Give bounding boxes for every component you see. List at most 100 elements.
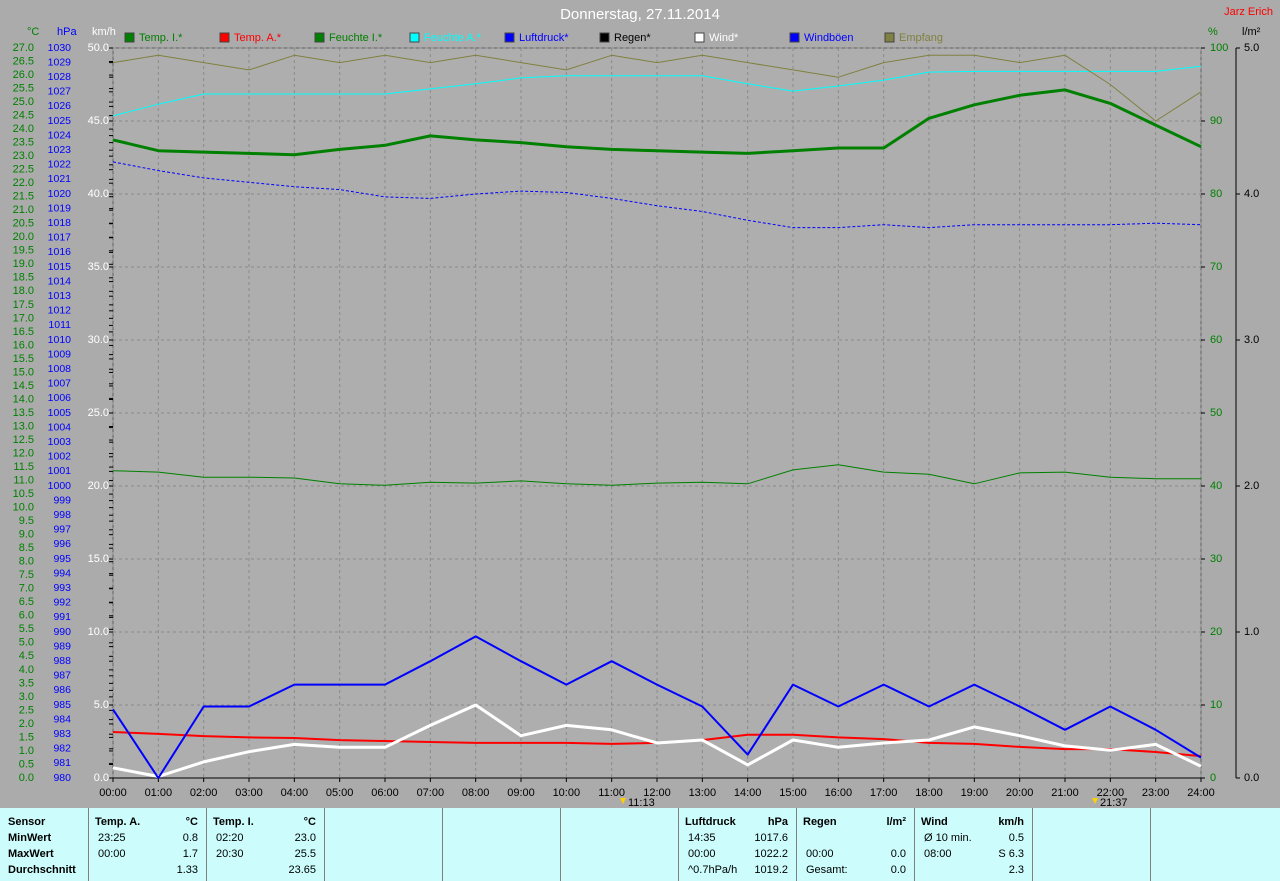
legend-label: Temp. I.* [139,32,183,44]
column-border [324,808,325,881]
cell-value: 1.33 [176,864,198,876]
y-tick-label: 982 [53,743,71,755]
column-border [1150,808,1151,881]
y-tick-label: 25.0 [88,407,109,419]
axis-unit: °C [27,26,39,38]
column-border [560,808,561,881]
cell-time: Ø 10 min. [924,832,972,844]
y-tick-label: 1012 [48,305,72,317]
legend-label: Regen* [614,32,651,44]
y-tick-label: 26.0 [13,69,34,81]
y-tick-label: 17.5 [13,299,34,311]
y-tick-label: 1011 [48,319,71,331]
x-tick-label: 14:00 [734,787,762,799]
y-tick-label: 11.0 [13,474,34,486]
y-tick-label: 45.0 [88,115,109,127]
y-tick-label: 30.0 [88,334,109,346]
x-tick-label: 17:00 [870,787,898,799]
column-border [88,808,89,881]
cell-time: 23:25 [98,832,126,844]
y-tick-label: 6.5 [19,596,34,608]
y-tick-label: 22.0 [13,177,34,189]
cell-time: 02:20 [216,832,244,844]
x-tick-label: 05:00 [326,787,354,799]
y-tick-label: 0 [1210,772,1216,784]
y-tick-label: 24.5 [13,109,34,121]
x-tick-label: 23:00 [1142,787,1170,799]
block-unit: °C [185,816,198,828]
y-tick-label: 1009 [48,348,72,360]
y-tick-label: 998 [53,509,71,521]
block-header: Temp. A. [95,816,141,828]
y-tick-label: 14.0 [13,393,34,405]
y-tick-label: 1028 [48,71,72,83]
y-tick-label: 994 [53,567,71,579]
x-tick-label: 24:00 [1187,787,1215,799]
block-unit: km/h [998,816,1024,828]
column-border [1032,808,1033,881]
y-tick-label: 25.5 [13,82,34,94]
legend-label: Windböen [804,32,854,44]
block-header: Luftdruck [685,816,736,828]
y-tick-label: 1007 [48,378,72,390]
y-tick-label: 999 [53,494,71,506]
y-tick-label: 10.0 [88,626,109,638]
series-line [112,88,1202,157]
y-tick-label: 989 [53,640,71,652]
y-tick-label: 1013 [48,290,72,302]
y-tick-label: 5.0 [1244,42,1259,54]
cell-time: 20:30 [216,848,244,860]
y-tick-label: 26.5 [13,55,34,67]
grid [112,47,1202,779]
cell-value: 1019.2 [754,864,788,876]
y-tick-label: 7.0 [19,583,34,595]
y-tick-label: 1003 [48,436,72,448]
block-unit: hPa [767,816,788,828]
y-tick-label: 25.0 [13,96,34,108]
y-tick-label: 18.0 [13,285,34,297]
y-tick-label: 1027 [48,86,72,98]
y-tick-label: 1.0 [1244,626,1259,638]
y-tick-label: 5.5 [19,623,34,635]
y-tick-label: 100 [1210,42,1228,54]
legend-swatch [124,32,135,43]
cell-value: 1.7 [182,848,198,860]
y-tick-label: 40 [1210,480,1222,492]
x-tick-label: 04:00 [281,787,309,799]
x-tick-label: 21:00 [1051,787,1079,799]
y-tick-label: 1001 [48,465,72,477]
y-tick-label: 4.0 [19,664,34,676]
y-tick-label: 10 [1210,699,1222,711]
cell-value: 2.3 [1008,864,1024,876]
y-tick-label: 1019 [48,202,72,214]
row-label: MinWert [8,832,52,844]
x-tick-label: 00:00 [99,787,127,799]
legend-swatch [409,32,420,43]
marker-icon [1092,798,1098,804]
x-tick-label: 13:00 [689,787,717,799]
series-line [112,635,1202,779]
cell-time: Gesamt: [806,864,848,876]
y-tick-label: 988 [53,655,71,667]
y-tick-label: 1022 [48,159,72,171]
legend-swatch [789,32,800,43]
y-tick-label: 0.0 [94,772,109,784]
y-tick-label: 15.5 [13,353,34,365]
y-tick-label: 15.0 [13,366,34,378]
legend-swatch [599,32,610,43]
x-tick-label: 18:00 [915,787,943,799]
series-line [112,65,1202,117]
y-tick-label: 50 [1210,407,1222,419]
y-tick-label: 23.5 [13,137,34,149]
axis-unit: % [1208,26,1218,38]
y-tick-label: 20 [1210,626,1222,638]
block-header: Temp. I. [213,816,254,828]
row-label: MaxWert [8,848,54,860]
cell-value: 0.5 [1008,832,1024,844]
cell-value: 0.0 [890,864,906,876]
cell-time: 08:00 [924,848,952,860]
column-border [914,808,915,881]
cell-value: 0.8 [182,832,198,844]
y-tick-label: 1005 [48,407,72,419]
y-tick-label: 0.0 [19,772,34,784]
